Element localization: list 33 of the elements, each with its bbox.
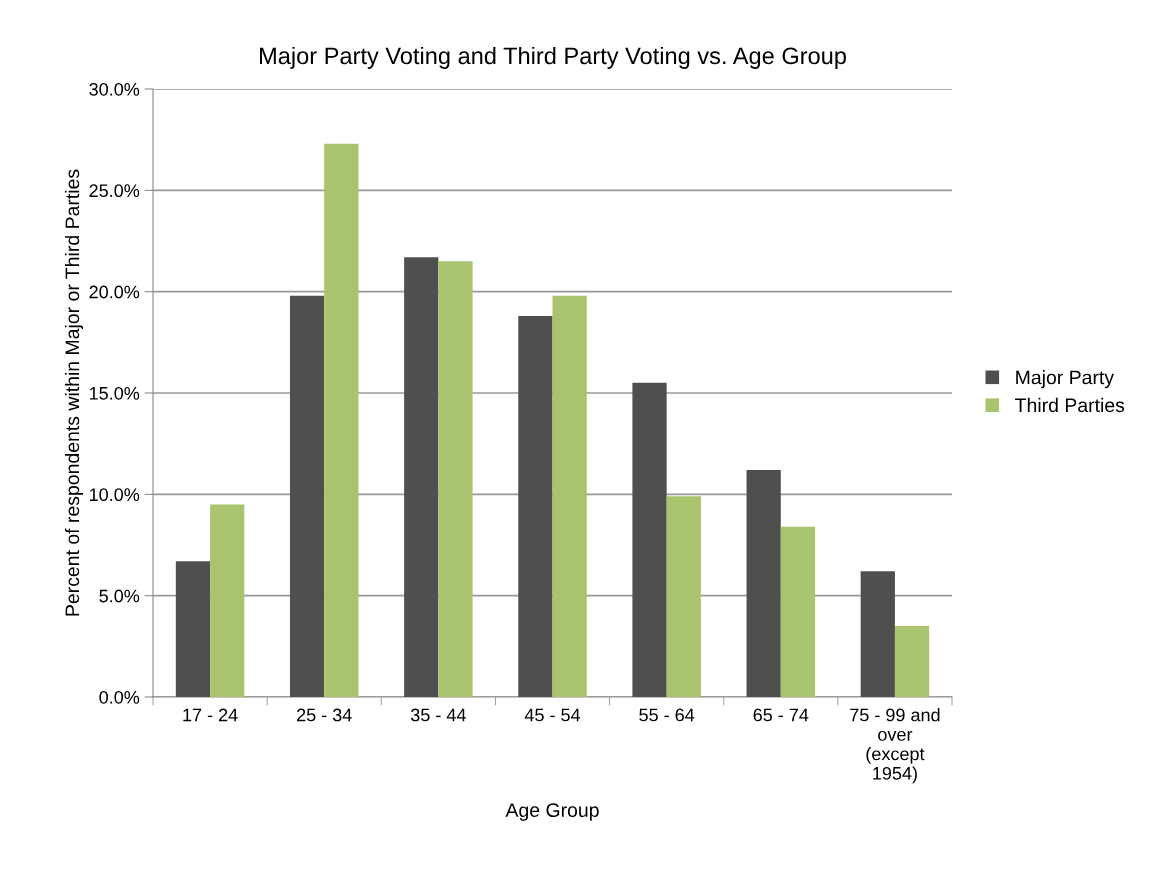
legend-label: Major Party xyxy=(1016,370,1115,389)
x-tick-label: 17 - 24 xyxy=(183,708,238,722)
bar xyxy=(438,261,473,697)
y-tick-label: 15.0% xyxy=(89,386,140,400)
y-tick-label: 5.0% xyxy=(99,589,140,603)
x-tick-label: 55 - 64 xyxy=(639,708,695,722)
bar xyxy=(289,295,325,697)
x-tick-label: 75 - 99 and over (except 1954) xyxy=(850,708,940,784)
bar xyxy=(404,257,439,697)
y-tick-label: 25.0% xyxy=(89,184,140,198)
y-tick-label: 10.0% xyxy=(89,488,140,502)
y-tick-label: 20.0% xyxy=(89,285,140,299)
y-tick-label: 30.0% xyxy=(89,82,140,96)
bar xyxy=(518,315,553,697)
bar xyxy=(894,626,930,697)
bar xyxy=(210,504,245,697)
legend-label: Third Parties xyxy=(1015,397,1125,413)
y-tick-label: 0.0% xyxy=(99,690,140,704)
chart-title: Major Party Voting and Third Party Voting vs. Age Group xyxy=(260,46,846,69)
bar xyxy=(324,143,359,697)
bar xyxy=(632,382,667,697)
x-tick-label: 25 - 34 xyxy=(297,708,352,722)
x-tick-label: 65 - 74 xyxy=(753,708,809,722)
x-tick-label: 45 - 54 xyxy=(524,708,581,722)
bar xyxy=(175,561,211,697)
x-tick-label: 35 - 44 xyxy=(410,708,466,722)
bar xyxy=(860,571,895,697)
x-axis-title: Age Group xyxy=(505,803,599,821)
y-axis-title: Percent of respondents within Major or Third Parties xyxy=(64,169,84,616)
bar xyxy=(552,295,587,697)
bar xyxy=(746,470,781,697)
bar xyxy=(780,526,816,697)
bar xyxy=(666,496,701,697)
